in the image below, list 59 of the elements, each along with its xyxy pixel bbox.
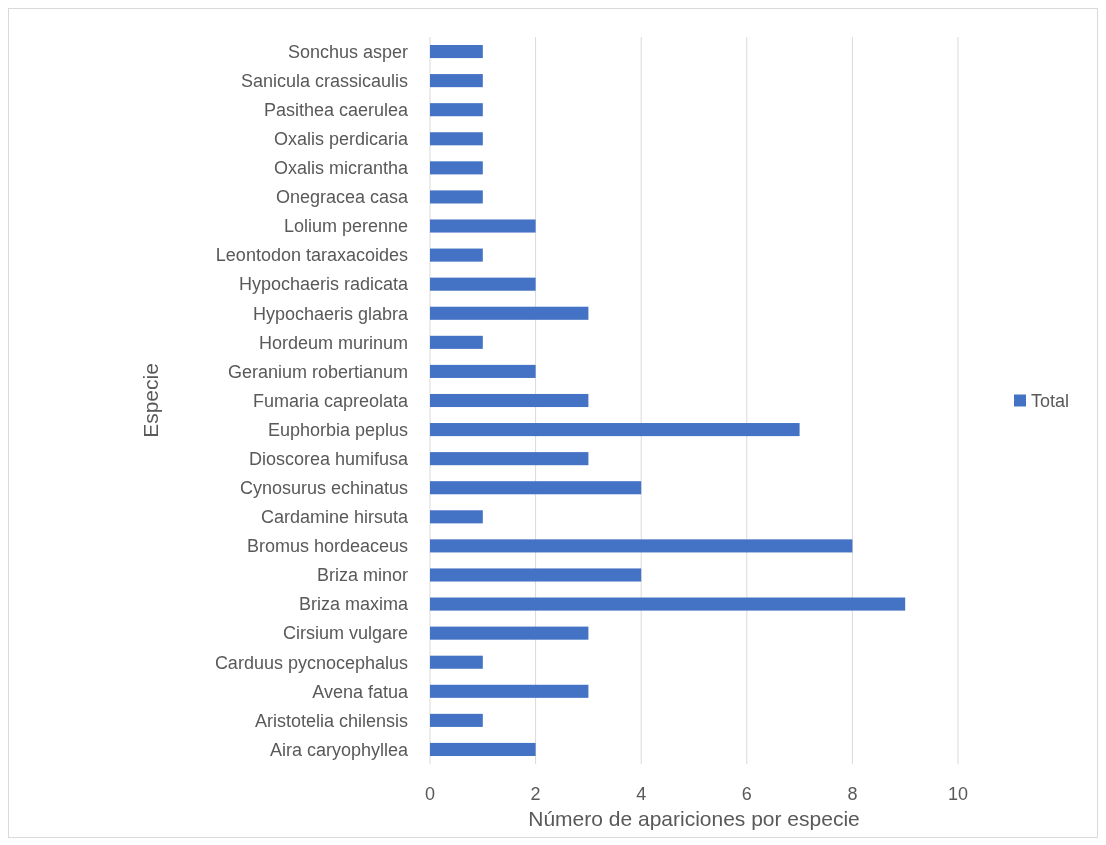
y-tick-label: Avena fatua	[312, 681, 409, 702]
y-tick-label: Briza minor	[316, 565, 408, 586]
y-tick-label: Bromus hordeaceus	[246, 536, 408, 557]
bar	[430, 423, 800, 437]
x-tick-label: 2	[530, 784, 541, 804]
y-tick-label: Dioscorea humifusa	[248, 448, 409, 469]
y-tick-label: Hypochaeris radicata	[238, 274, 409, 295]
bar	[430, 74, 483, 88]
bar	[430, 335, 483, 349]
y-tick-label: Pasithea caerulea	[263, 100, 409, 120]
bar	[430, 597, 906, 611]
y-axis-title: Especie	[139, 363, 162, 438]
bar	[430, 626, 589, 640]
y-tick-label: Cynosurus echinatus	[239, 478, 408, 499]
y-tick-label: Fumaria capreolata	[252, 390, 409, 411]
x-tick-label: 10	[947, 784, 969, 804]
bar	[430, 190, 483, 204]
bar	[430, 248, 483, 262]
bar	[430, 277, 536, 291]
bar	[430, 161, 483, 175]
y-tick-label: Hordeum murinum	[258, 332, 408, 353]
bar	[430, 481, 642, 495]
bar	[430, 364, 536, 378]
bar	[430, 742, 536, 756]
y-tick-label: Sanicula crassicaulis	[240, 70, 408, 91]
y-tick-label: Aristotelia chilensis	[254, 710, 408, 731]
x-tick-label: 6	[741, 784, 752, 804]
bar	[430, 219, 536, 233]
bar	[430, 103, 483, 117]
bar	[430, 306, 589, 320]
bar	[430, 684, 589, 698]
bar	[430, 510, 483, 524]
bar	[430, 132, 483, 146]
y-tick-label: Briza maxima	[298, 594, 409, 615]
y-tick-label: Oxalis micrantha	[273, 158, 409, 179]
bar	[430, 45, 483, 59]
y-tick-label: Sonchus asper	[287, 41, 408, 62]
x-tick-label: 8	[847, 784, 858, 804]
y-tick-label: Onegracea casa	[275, 187, 409, 208]
x-tick-label: 4	[636, 784, 647, 804]
bar	[430, 713, 483, 727]
y-tick-label: Hypochaeris glabra	[252, 303, 409, 324]
y-tick-label: Lolium perenne	[283, 216, 408, 237]
x-axis-title: Número de apariciones por especie	[528, 807, 860, 830]
y-tick-label: Carduus pycnocephalus	[214, 652, 408, 673]
bar	[430, 393, 589, 408]
y-tick-label: Leontodon taraxacoides	[215, 245, 408, 266]
bar	[430, 568, 642, 582]
y-tick-label: Euphorbia peplus	[267, 419, 408, 440]
bar	[430, 452, 589, 466]
y-tick-label: Oxalis perdicaria	[273, 129, 409, 150]
y-tick-label: Cardamine hirsuta	[260, 507, 409, 528]
y-tick-label: Cirsium vulgare	[282, 623, 408, 644]
y-tick-label: Aira caryophyllea	[269, 739, 409, 760]
x-tick-label: 0	[424, 784, 436, 804]
y-tick-label: Geranium robertianum	[227, 361, 408, 382]
bar	[430, 539, 853, 553]
legend-label: Total	[1031, 390, 1070, 411]
bar	[430, 655, 483, 669]
